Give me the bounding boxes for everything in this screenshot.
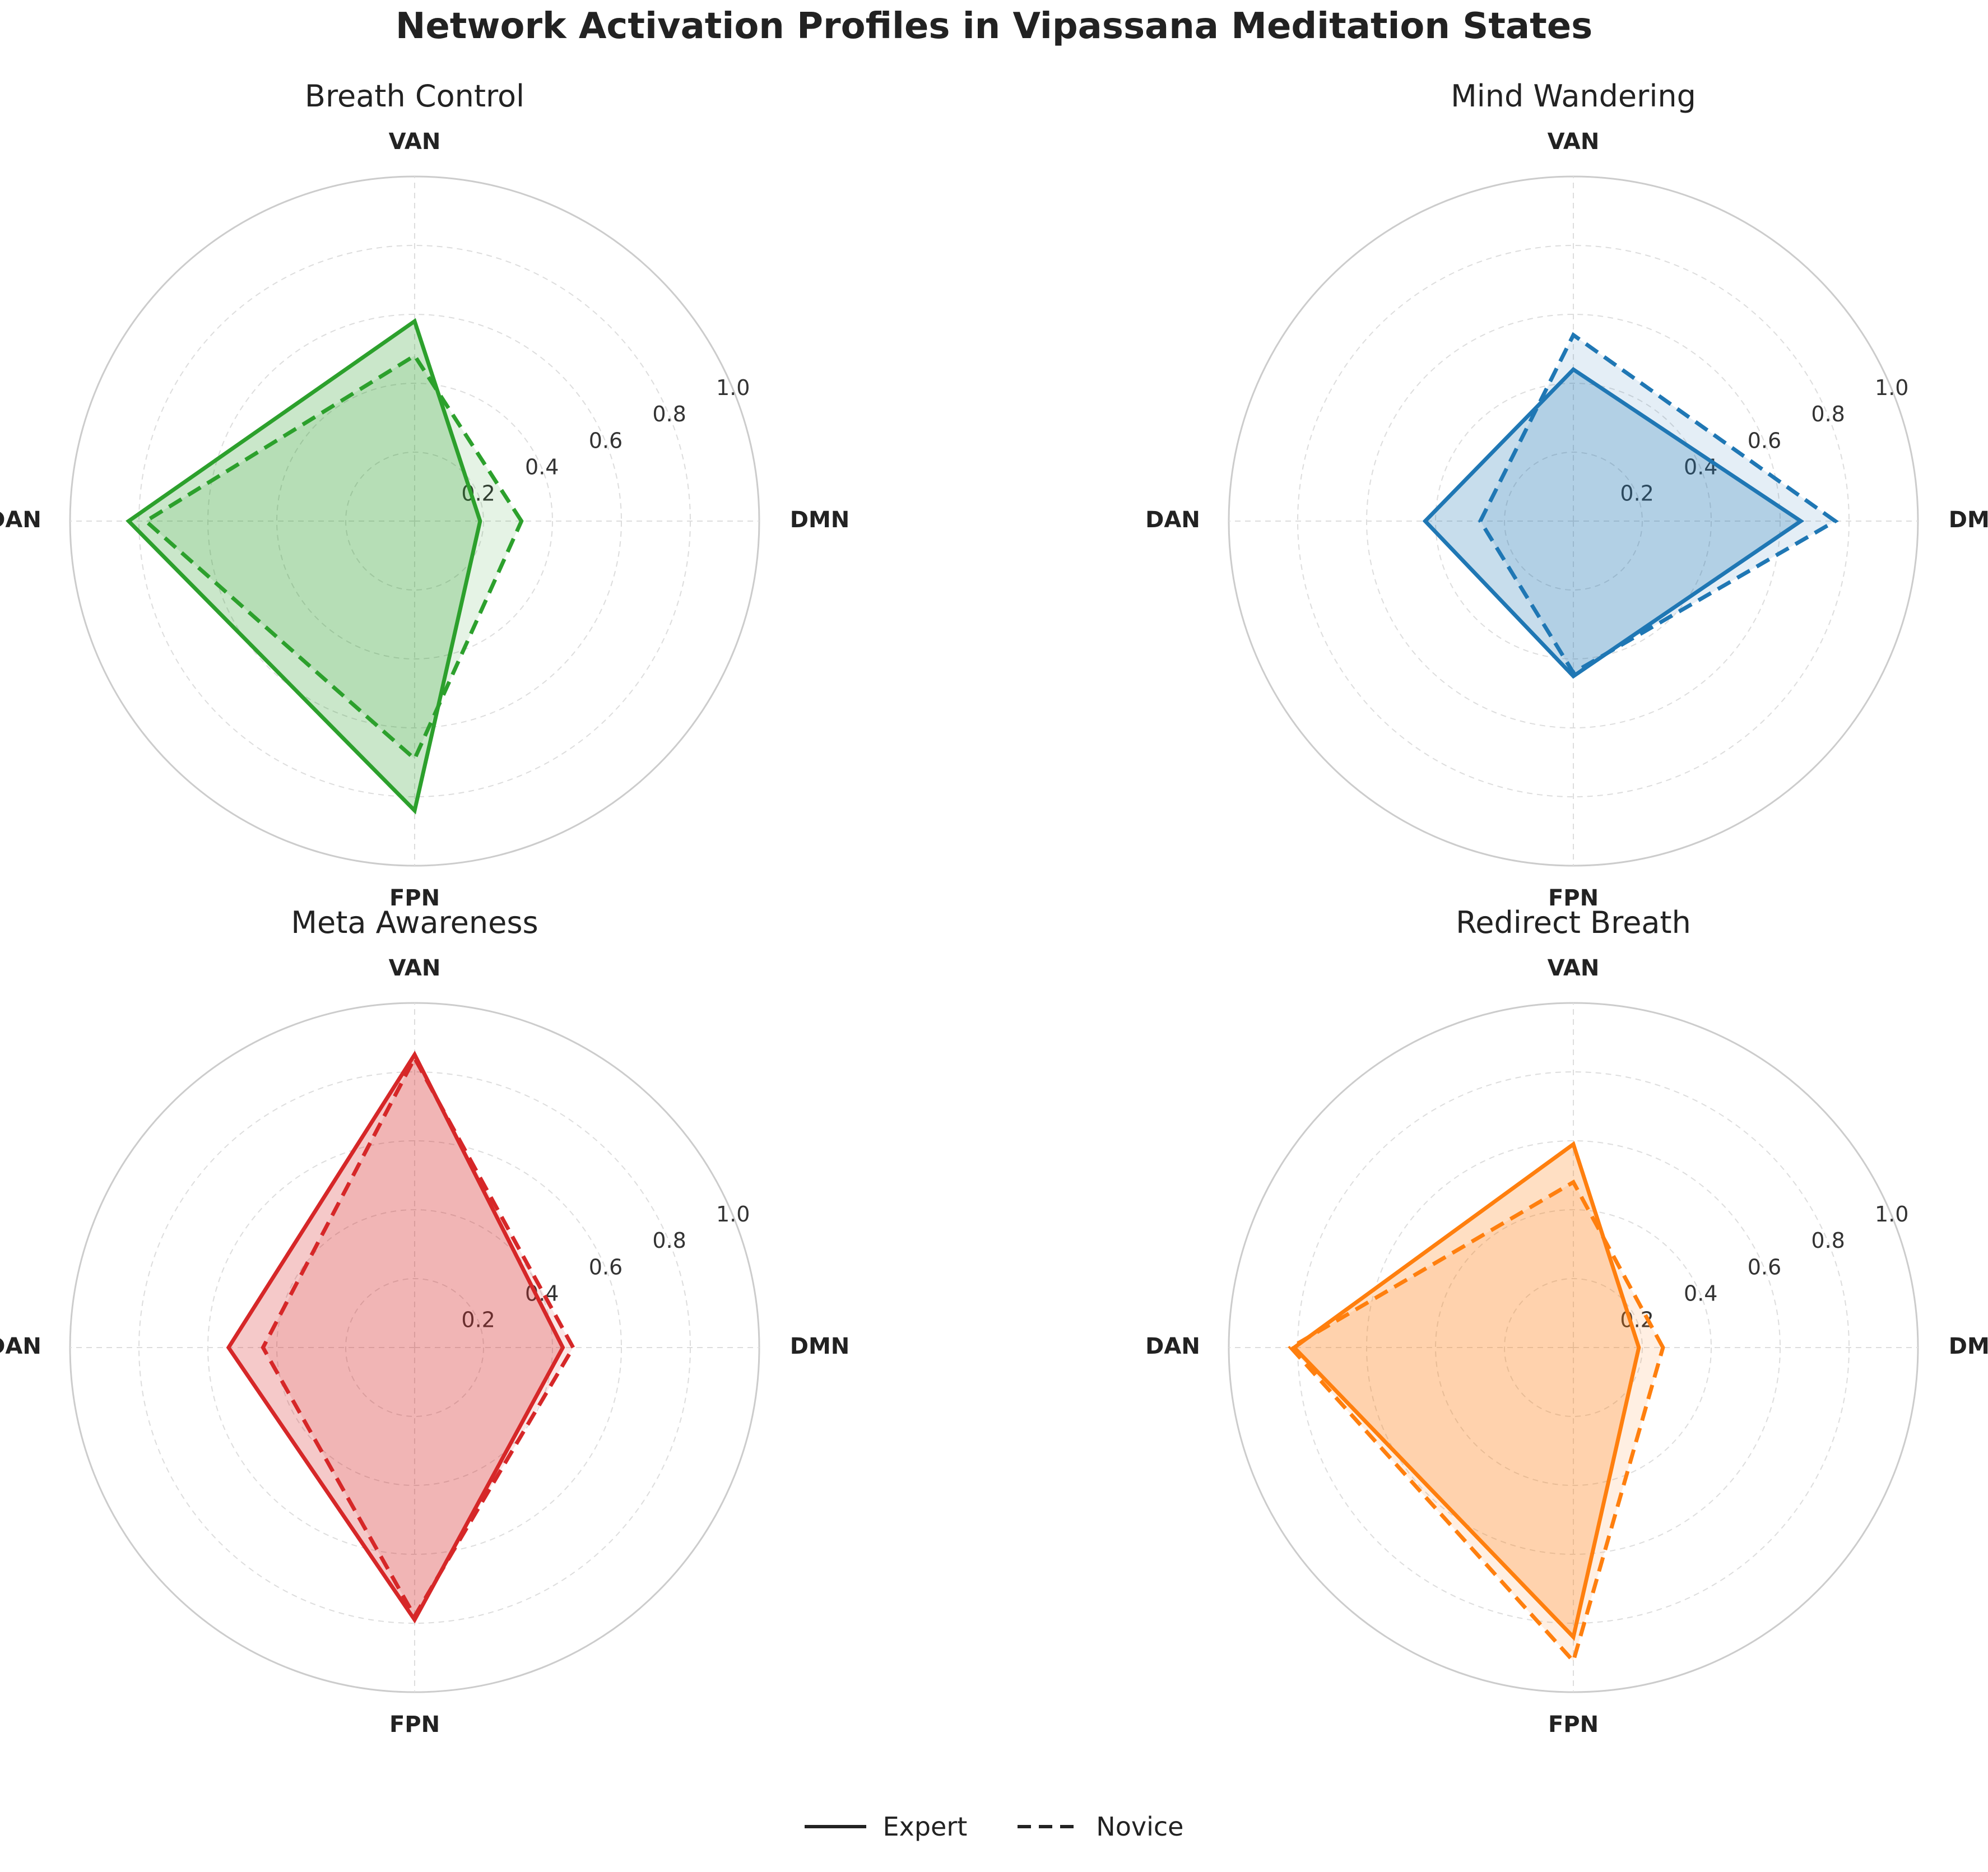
- axis-label-dan: DAN: [0, 507, 41, 533]
- radial-tick-label: 0.6: [1748, 428, 1781, 453]
- axis-label-van: VAN: [1548, 955, 1600, 981]
- axis-label-dan: DAN: [1145, 507, 1200, 533]
- series-line-expert: [1422, 366, 1805, 679]
- series-fill-novice: [263, 1058, 573, 1616]
- grid-ring: [1435, 1209, 1712, 1486]
- subplot-title: Redirect Breath: [1456, 905, 1691, 940]
- radial-tick-label: 1.0: [716, 375, 750, 400]
- radial-tick-label: 1.0: [1875, 1202, 1908, 1227]
- radial-tick-label: 0.8: [1811, 1228, 1845, 1253]
- series-fill-expert: [1425, 369, 1801, 676]
- grid-ring: [276, 1209, 553, 1486]
- legend-dashed-line-icon: [1018, 1825, 1080, 1828]
- radial-tick-label: 1.0: [716, 1202, 750, 1227]
- subplot-title: Mind Wandering: [1451, 78, 1696, 114]
- grid-ring: [345, 1278, 484, 1417]
- axis-label-dan: DAN: [1145, 1334, 1200, 1359]
- legend-solid-line-icon: [804, 1825, 866, 1828]
- radial-tick-label: 0.4: [1684, 1281, 1717, 1306]
- legend: Expert Novice: [0, 1801, 1988, 1852]
- series-fill-expert: [128, 321, 480, 811]
- axis-label-fpn: FPN: [389, 1712, 440, 1738]
- axis-label-fpn: FPN: [1548, 1712, 1599, 1738]
- axis-label-dmn: DMN: [790, 507, 849, 533]
- radial-tick-label: 0.8: [652, 1228, 686, 1253]
- radial-tick-label: 0.2: [1620, 481, 1653, 505]
- radial-tick-label: 0.2: [461, 1307, 495, 1332]
- subplot-title: Meta Awareness: [291, 905, 538, 940]
- axis-label-dmn: DMN: [1949, 1334, 1988, 1359]
- axis-label-dan: DAN: [0, 1334, 41, 1359]
- legend-label-novice: Novice: [1096, 1811, 1184, 1842]
- radial-tick-label: 0.6: [589, 428, 623, 453]
- axis-label-fpn: FPN: [389, 885, 440, 911]
- grid-ring: [276, 383, 553, 659]
- series-fill-expert: [228, 1055, 563, 1620]
- grid-ring: [345, 452, 484, 591]
- axis-label-van: VAN: [1548, 129, 1600, 155]
- series-fill-novice: [1480, 335, 1836, 673]
- radial-tick-label: 0.6: [1748, 1255, 1781, 1279]
- legend-item-expert: Expert: [804, 1811, 968, 1842]
- radar-panel-mind-wandering: 0.2 0.4 0.6 0.8 1.0 DMN VAN DAN FPN Mind Wanderin…: [1145, 78, 1988, 911]
- series-line-novice: [1478, 332, 1839, 676]
- series-line-novice: [1288, 1179, 1665, 1665]
- legend-item-novice: Novice: [1018, 1811, 1183, 1842]
- radial-tick-label: 0.8: [652, 402, 686, 426]
- series-line-expert: [1291, 1141, 1641, 1641]
- radial-tick-label: 0.4: [525, 454, 559, 479]
- series-line-novice: [261, 1053, 575, 1620]
- radial-tick-label: 0.4: [1684, 454, 1717, 479]
- axis-label-van: VAN: [389, 955, 441, 981]
- axis-label-dmn: DMN: [790, 1334, 849, 1359]
- axis-label-dmn: DMN: [1949, 507, 1988, 533]
- axis-label-fpn: FPN: [1548, 885, 1599, 911]
- series-fill-expert: [1294, 1144, 1639, 1637]
- radial-tick-label: 1.0: [1875, 375, 1908, 400]
- axis-label-van: VAN: [389, 129, 441, 155]
- radar-panel-redirect-breath: 0.20.40.60.81.0DMNVANDANFPNRedirect Brea…: [1145, 905, 1988, 1738]
- grid-ring: [1435, 383, 1712, 659]
- series-fill-novice: [146, 355, 522, 759]
- series-fill-novice: [1290, 1182, 1663, 1661]
- grid-ring: [1504, 452, 1643, 591]
- radial-tick-label: 0.6: [589, 1255, 623, 1279]
- legend-label-expert: Expert: [882, 1811, 968, 1842]
- radial-tick-label: 0.8: [1811, 402, 1845, 426]
- radar-panel-breath-control: 0.20.40.60.81.0DMNVANDANFPNBreath Contro…: [0, 78, 849, 911]
- subplot-title: Breath Control: [305, 78, 524, 114]
- radar-panel-meta-awareness: 0.20.40.60.81.0DMNVANDANFPNMeta Awarenes…: [0, 905, 849, 1738]
- grid-ring: [1504, 1278, 1643, 1417]
- figure-title: Network Activation Profiles in Vipassana…: [395, 6, 1593, 47]
